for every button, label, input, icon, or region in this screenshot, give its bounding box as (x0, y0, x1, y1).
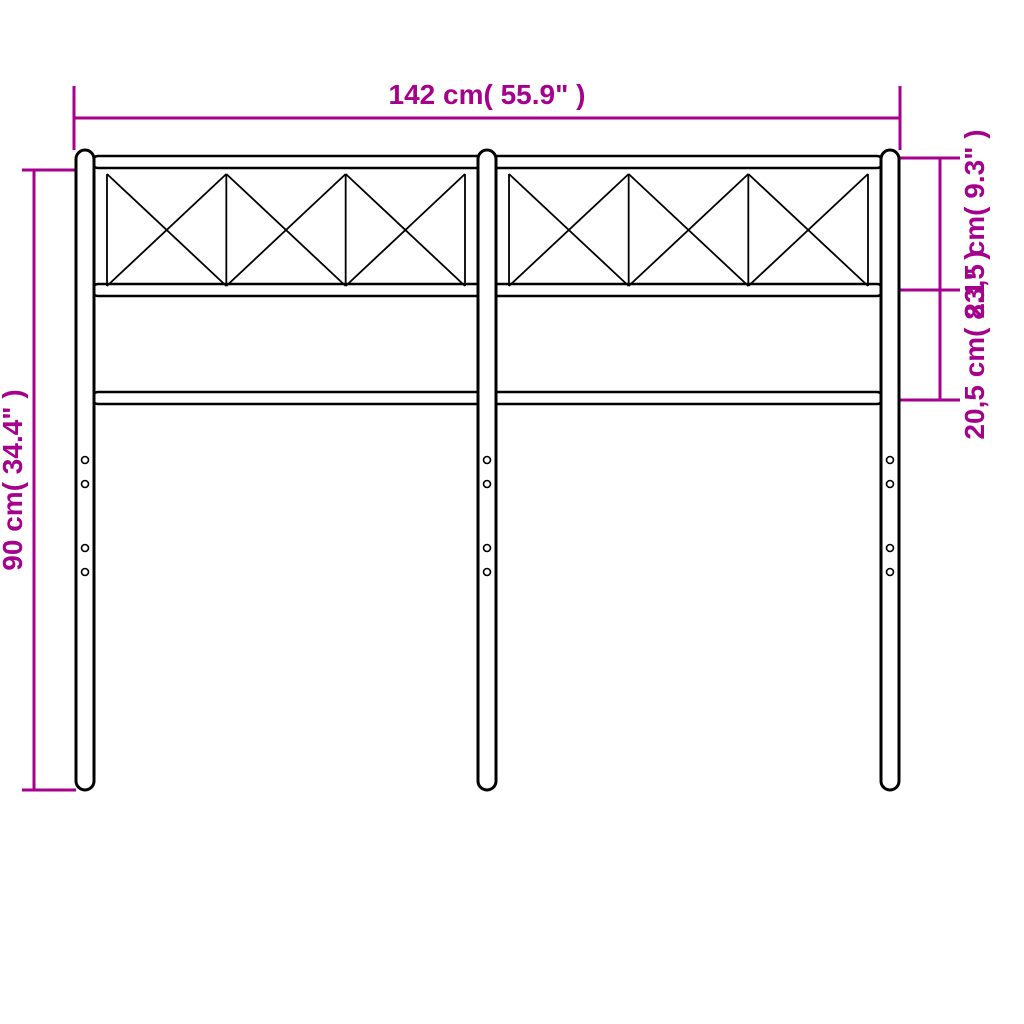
dim-lower-label: 20,5 cm( 8.1" ) (959, 250, 990, 439)
headboard-drawing (76, 150, 899, 790)
dim-height-label: 90 cm( 34.4" ) (0, 389, 28, 570)
dim-width-label: 142 cm( 55.9" ) (389, 79, 586, 110)
